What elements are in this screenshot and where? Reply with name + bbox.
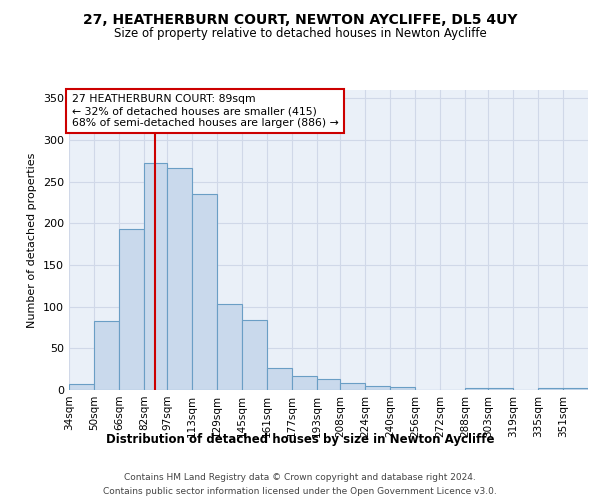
- Bar: [94, 321, 119, 390]
- Y-axis label: Number of detached properties: Number of detached properties: [28, 152, 37, 328]
- Text: Contains HM Land Registry data © Crown copyright and database right 2024.: Contains HM Land Registry data © Crown c…: [124, 472, 476, 482]
- Text: Distribution of detached houses by size in Newton Aycliffe: Distribution of detached houses by size …: [106, 432, 494, 446]
- Bar: [267, 368, 292, 390]
- Text: 27 HEATHERBURN COURT: 89sqm
← 32% of detached houses are smaller (415)
68% of se: 27 HEATHERBURN COURT: 89sqm ← 32% of det…: [71, 94, 338, 128]
- Bar: [563, 388, 588, 390]
- Bar: [119, 229, 144, 390]
- Bar: [167, 168, 192, 390]
- Bar: [317, 379, 340, 390]
- Bar: [242, 320, 267, 390]
- Bar: [292, 376, 317, 390]
- Bar: [340, 384, 365, 390]
- Text: Size of property relative to detached houses in Newton Aycliffe: Size of property relative to detached ho…: [113, 28, 487, 40]
- Text: Contains public sector information licensed under the Open Government Licence v3: Contains public sector information licen…: [103, 488, 497, 496]
- Bar: [365, 386, 390, 390]
- Bar: [538, 388, 563, 390]
- Bar: [69, 384, 94, 390]
- Bar: [192, 194, 217, 390]
- Bar: [390, 386, 415, 390]
- Bar: [144, 164, 167, 390]
- Bar: [217, 304, 242, 390]
- Bar: [488, 388, 513, 390]
- Text: 27, HEATHERBURN COURT, NEWTON AYCLIFFE, DL5 4UY: 27, HEATHERBURN COURT, NEWTON AYCLIFFE, …: [83, 12, 517, 26]
- Bar: [465, 388, 488, 390]
